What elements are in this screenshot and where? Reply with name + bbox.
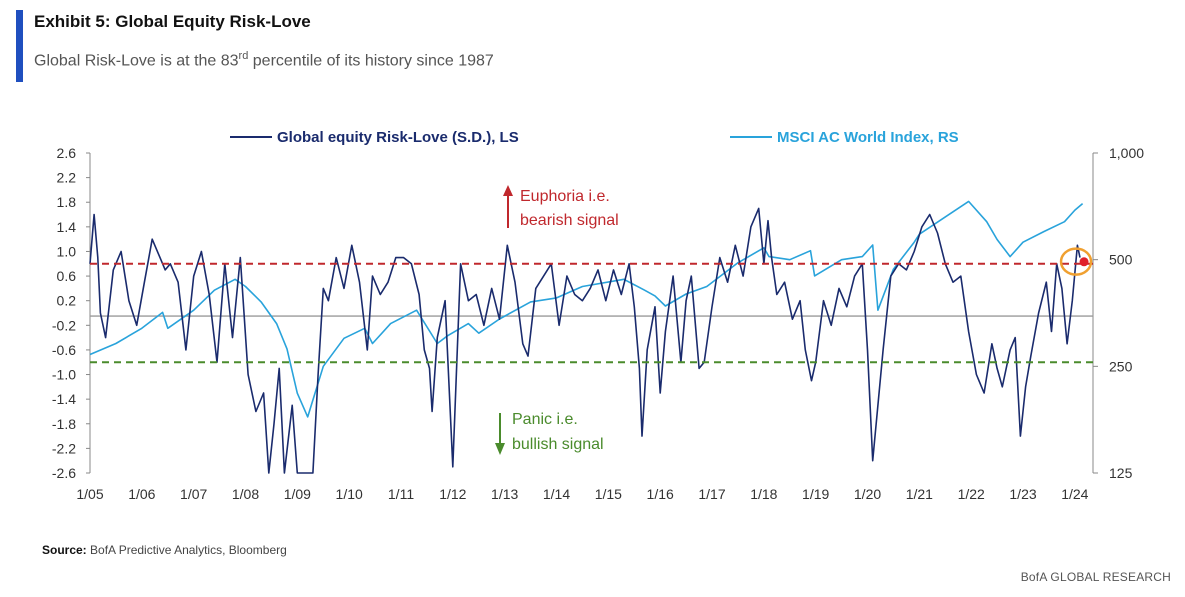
x-tick-label: 1/10	[336, 486, 363, 502]
exhibit-title: Exhibit 5: Global Equity Risk-Love	[34, 12, 311, 31]
left-tick-label: -0.6	[52, 342, 76, 358]
x-tick-label: 1/21	[906, 486, 933, 502]
left-tick-label: -0.2	[52, 317, 76, 333]
right-tick-label: 500	[1109, 252, 1133, 268]
x-tick-label: 1/09	[284, 486, 311, 502]
x-tick-label: 1/14	[543, 486, 570, 502]
x-tick-label: 1/15	[595, 486, 622, 502]
left-tick-label: -2.2	[52, 440, 76, 456]
x-tick-label: 1/16	[647, 486, 674, 502]
left-tick-label: 0.2	[57, 293, 77, 309]
chart-legend: Global equity Risk-Love (S.D.), LS MSCI …	[230, 129, 959, 146]
euphoria-arrow-head	[503, 185, 513, 196]
source-note: Source: BofA Predictive Analytics, Bloom…	[42, 543, 287, 557]
x-tick-label: 1/13	[491, 486, 518, 502]
legend-label-risk-love: Global equity Risk-Love (S.D.), LS	[277, 129, 519, 146]
x-tick-label: 1/18	[750, 486, 777, 502]
x-tick-label: 1/12	[439, 486, 466, 502]
left-tick-label: -2.6	[52, 465, 76, 481]
x-tick-label: 1/17	[698, 486, 725, 502]
msci-line	[89, 200, 1084, 418]
source-label: Source:	[42, 543, 87, 557]
panic-arrow-head	[495, 443, 505, 455]
x-tick-label: 1/22	[958, 486, 985, 502]
panic-label-line: bullish signal	[512, 436, 604, 453]
x-tick-label: 1/05	[76, 486, 103, 502]
risk-love-line	[89, 207, 1081, 474]
chart-axes: 2.6 2.2 1.8 1.4 1.0 0.6 0.2 -0.2 -0.6 -1.0 -1.4 -1.…	[52, 145, 1144, 502]
x-tick-label: 1/19	[802, 486, 829, 502]
left-tick-label: 2.6	[57, 145, 77, 161]
left-tick-label: -1.4	[52, 391, 76, 407]
source-text: BofA Predictive Analytics, Bloomberg	[86, 543, 287, 557]
x-tick-label: 1/20	[854, 486, 881, 502]
brand-label: BofA GLOBAL RESEARCH	[1020, 570, 1171, 584]
risk-love-chart: Global equity Risk-Love (S.D.), LS MSCI …	[52, 129, 1144, 502]
chart-lines	[89, 200, 1084, 474]
exhibit-subtitle: Global Risk-Love is at the 83rd percenti…	[34, 50, 494, 70]
x-tick-label: 1/11	[388, 486, 414, 502]
panic-label-line: Panic i.e.	[512, 411, 578, 428]
x-tick-label: 1/07	[180, 486, 207, 502]
left-tick-label: 2.2	[57, 170, 77, 186]
left-tick-label: 1.4	[57, 219, 77, 235]
left-tick-label: 1.0	[57, 243, 77, 259]
legend-label-msci: MSCI AC World Index, RS	[777, 129, 959, 146]
left-tick-label: 0.6	[57, 268, 77, 284]
left-tick-label: -1.0	[52, 367, 76, 383]
title-accent-bar	[16, 10, 23, 82]
right-tick-label: 1,000	[1109, 145, 1144, 161]
x-tick-label: 1/24	[1061, 486, 1088, 502]
x-tick-label: 1/08	[232, 486, 259, 502]
right-tick-label: 125	[1109, 465, 1133, 481]
left-tick-label: 1.8	[57, 194, 77, 210]
x-tick-label: 1/06	[128, 486, 155, 502]
latest-reading-highlight	[1059, 247, 1093, 276]
subtitle-prefix: Global Risk-Love is at the 83	[34, 52, 239, 70]
subtitle-ordinal: rd	[238, 50, 249, 62]
subtitle-suffix: percentile of its history since 1987	[248, 52, 494, 70]
latest-reading-dot	[1079, 257, 1089, 267]
x-tick-label: 1/23	[1009, 486, 1036, 502]
right-tick-label: 250	[1109, 358, 1133, 374]
euphoria-label-line: Euphoria i.e.	[520, 188, 610, 205]
euphoria-label-line: bearish signal	[520, 212, 619, 229]
left-tick-label: -1.8	[52, 416, 76, 432]
chart-annotations: Euphoria i.e. bearish signal Panic i.e. bul…	[90, 185, 1093, 455]
